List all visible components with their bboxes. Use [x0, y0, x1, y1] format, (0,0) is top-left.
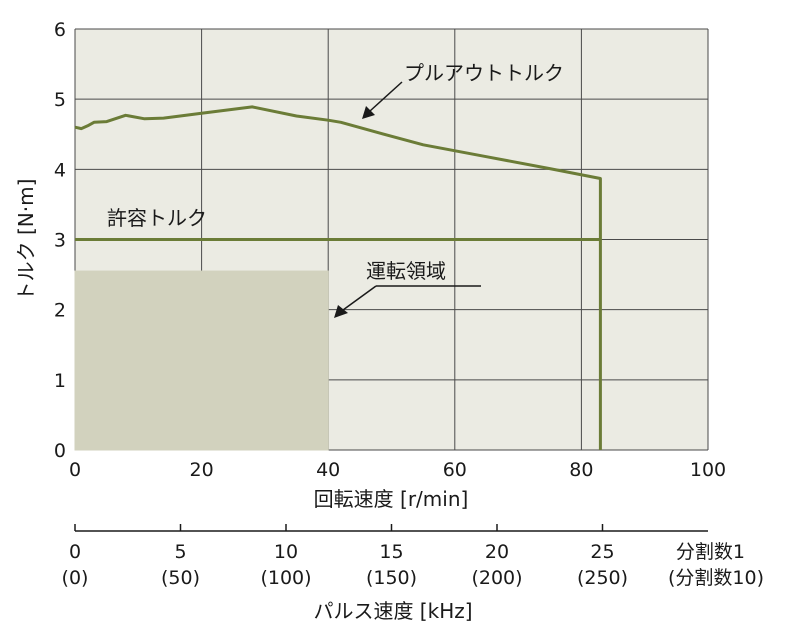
series-layer [74, 105, 602, 450]
secondary-tick-label-alt: (0) [62, 567, 89, 589]
region-leader-line [342, 285, 377, 311]
secondary-tick-label: 15 [379, 541, 403, 563]
y-tick-label: 1 [54, 370, 66, 392]
region-leader-arrow [334, 305, 348, 318]
pullout-leader-arrow [362, 106, 375, 119]
secondary-tick-label: 25 [590, 541, 614, 563]
x-tick-label: 40 [316, 459, 340, 481]
secondary-tick-label: 20 [485, 541, 509, 563]
secondary-axis-end-label-2: (分割数10) [668, 567, 764, 589]
x-axis-label: 回転速度 [r/min] [314, 487, 469, 511]
secondary-axis-label: パルス速度 [kHz] [313, 599, 472, 623]
x-tick-label: 100 [690, 459, 726, 481]
y-tick-label: 2 [54, 300, 66, 322]
region-label-operating: 運転領域 [366, 259, 446, 283]
y-tick-label: 0 [54, 440, 66, 462]
secondary-tick-label: 5 [174, 541, 186, 563]
secondary-tick-label-alt: (200) [471, 567, 522, 589]
secondary-tick-label-alt: (50) [161, 567, 200, 589]
y-tick-label: 3 [54, 230, 66, 252]
annotation-layer [334, 81, 481, 318]
operating-region [74, 270, 329, 451]
region-layer [74, 270, 329, 451]
y-tick-labels: 0 1 2 3 4 5 6 [54, 19, 66, 462]
secondary-axis: 0 (0) 5 (50) 10 (100) 15 (150) 20 (200) 25 (250) [62, 524, 708, 589]
y-axis-label: トルク [N·m] [14, 179, 38, 302]
series-label-allowable-torque: 許容トルク [107, 206, 207, 230]
y-tick-label: 6 [54, 19, 66, 41]
x-tick-label: 0 [69, 459, 81, 481]
x-tick-label: 60 [443, 459, 467, 481]
pullout-leader-line [369, 81, 403, 112]
secondary-tick-label: 0 [69, 541, 81, 563]
x-tick-label: 20 [190, 459, 214, 481]
secondary-tick-label-alt: (250) [577, 567, 628, 589]
secondary-axis-end-label: 分割数1 [676, 541, 745, 563]
secondary-tick-label: 10 [274, 541, 298, 563]
x-tick-labels: 0 20 40 60 80 100 [69, 459, 726, 481]
y-tick-label: 4 [54, 159, 66, 181]
series-line-pullout-torque [74, 105, 602, 450]
y-tick-label: 5 [54, 89, 66, 111]
series-label-pullout-torque: プルアウトトルク [404, 61, 564, 85]
secondary-tick-label-alt: (150) [366, 567, 417, 589]
x-tick-label: 80 [569, 459, 593, 481]
secondary-tick-label-alt: (100) [260, 567, 311, 589]
